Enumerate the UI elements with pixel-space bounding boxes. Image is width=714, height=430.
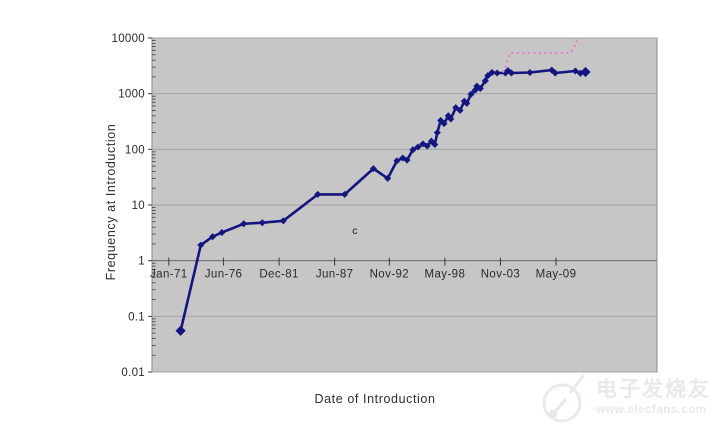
data-point-marker (526, 68, 534, 77)
chart-annotation-c: c (352, 225, 357, 237)
y-tick-label: 0.1 (128, 311, 145, 323)
x-tick-label: Jan-71 (150, 269, 188, 281)
data-point-marker (463, 99, 471, 107)
x-tick-label: May-98 (425, 269, 466, 281)
data-point-marker (384, 174, 392, 182)
data-point-marker (476, 84, 484, 93)
y-axis-title: Frequency at Introduction (104, 123, 118, 281)
series-frequency-projection (502, 36, 579, 73)
data-point-marker (209, 233, 217, 241)
data-point-marker (218, 228, 226, 237)
x-tick-label: Jun-87 (316, 269, 354, 281)
data-point-marker (484, 72, 492, 80)
y-tick-label: 10000 (112, 33, 145, 45)
x-tick-label: Jun-76 (205, 269, 243, 281)
y-tick-label: 0.01 (121, 367, 145, 379)
watermark: 电子发烧友 www.elecfans.com (540, 371, 711, 425)
x-tick-label: May-09 (536, 269, 577, 281)
y-tick-label: 1 (138, 256, 145, 268)
data-point-marker (414, 143, 422, 151)
data-point-marker (314, 190, 322, 198)
data-point-marker (440, 120, 448, 128)
x-tick-label: Dec-81 (259, 269, 298, 281)
y-tick-label: 10 (132, 200, 145, 212)
data-point-marker (447, 115, 455, 123)
data-point-marker (551, 69, 559, 77)
elecfans-logo-icon (542, 374, 586, 423)
data-point-marker (409, 146, 417, 154)
y-tick-label: 100 (125, 144, 145, 156)
y-tick-label: 1000 (118, 89, 145, 101)
data-point-marker (240, 220, 248, 228)
watermark-url-text: www.elecfans.com (596, 404, 707, 417)
data-point-marker (258, 219, 266, 227)
data-point-marker (433, 129, 441, 137)
data-point-marker (571, 67, 579, 75)
data-point-marker (423, 142, 431, 150)
data-point-marker (403, 156, 411, 164)
data-point-marker (431, 140, 439, 149)
data-point-marker (481, 77, 489, 85)
data-point-marker (369, 165, 377, 173)
watermark-brand-text: 电子发烧友 (596, 378, 711, 402)
x-axis-title: Date of Introduction (314, 392, 436, 406)
data-point-marker (488, 68, 496, 77)
data-point-marker (467, 90, 475, 98)
data-point-marker (493, 69, 501, 77)
data-point-marker (393, 157, 401, 165)
data-point-marker (456, 106, 464, 114)
x-tick-label: Nov-03 (481, 269, 520, 281)
data-point-marker (197, 241, 205, 249)
data-point-marker (279, 217, 287, 225)
data-point-marker (341, 190, 349, 198)
x-tick-label: Nov-92 (370, 269, 409, 281)
